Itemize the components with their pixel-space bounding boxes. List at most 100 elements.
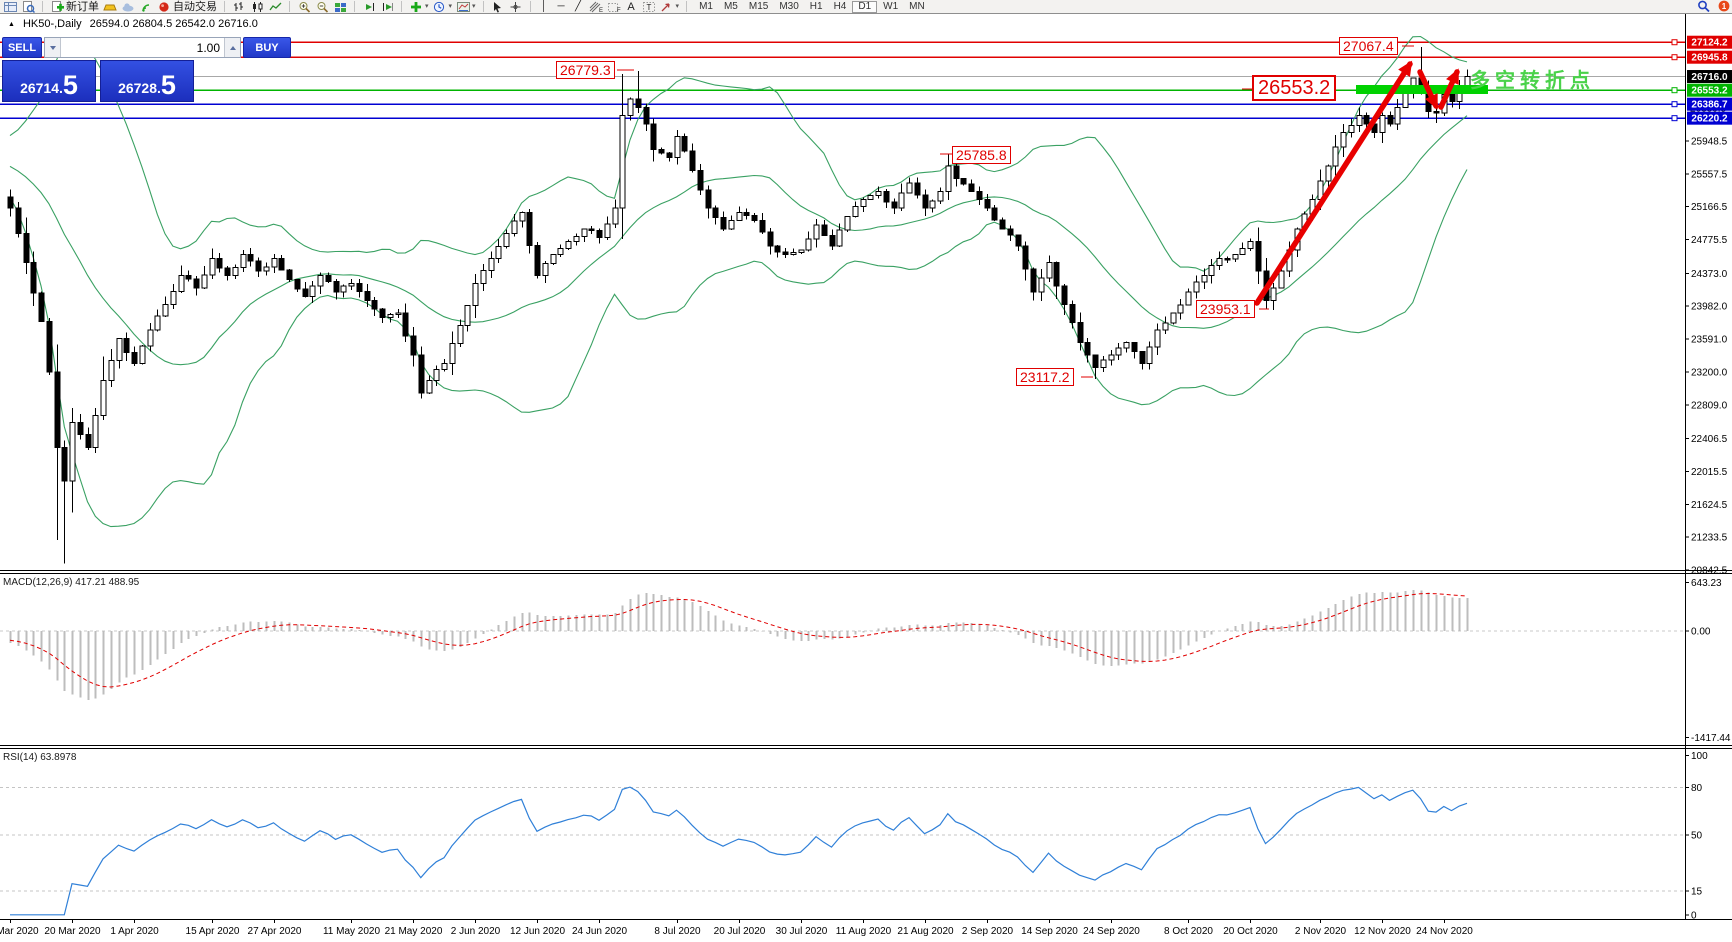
chart-title: ▲ HK50-,Daily 26594.0 26804.5 26542.0 26… [8, 18, 258, 30]
timeframe-button-M15[interactable]: M15 [748, 0, 769, 12]
chevron-down-icon: ▾ [472, 2, 476, 10]
date-axis[interactable] [0, 920, 1732, 942]
buy-price-panel[interactable]: 26728. 5 [100, 60, 194, 102]
svg-text:23982.0: 23982.0 [1691, 302, 1728, 313]
buy-price-main: 26728. [118, 80, 161, 96]
sell-button[interactable]: SELL [2, 37, 42, 58]
symbol-period-label: HK50-,Daily [22, 18, 82, 30]
auto-scroll-icon[interactable] [362, 1, 376, 13]
symbol-collapse-icon[interactable]: ▲ [8, 20, 15, 28]
timeframe-button-H4[interactable]: H4 [833, 0, 847, 12]
macd-label: MACD(12,26,9) 417.21 488.95 [3, 577, 140, 588]
timeframe-button-MN[interactable]: MN [909, 0, 925, 12]
volume-increase-button[interactable] [224, 38, 240, 57]
svg-text:8 Jul 2020: 8 Jul 2020 [654, 926, 701, 937]
svg-text:26945.8: 26945.8 [1691, 53, 1728, 64]
channel-icon[interactable]: F [607, 1, 621, 13]
arrows-tool-icon [660, 1, 674, 13]
svg-text:-1417.44: -1417.44 [1691, 733, 1731, 744]
volume-decrease-button[interactable] [45, 38, 61, 57]
toolbar-separator [354, 1, 355, 12]
panels-icon[interactable] [3, 1, 17, 13]
toolbar-separator [686, 1, 688, 12]
svg-text:26553.2: 26553.2 [1691, 86, 1728, 97]
one-click-trading-panel: SELL BUY 26714.5 26728.5 [2, 37, 291, 102]
price-axis[interactable] [1686, 14, 1732, 920]
timeframe-button-M1[interactable]: M1 [699, 0, 713, 12]
svg-text:20842.5: 20842.5 [1691, 566, 1728, 577]
chevron-down-icon: ▾ [425, 2, 429, 10]
svg-text:21624.5: 21624.5 [1691, 500, 1728, 511]
svg-text:20 Oct 2020: 20 Oct 2020 [1223, 926, 1278, 937]
svg-text:23200.0: 23200.0 [1691, 367, 1728, 378]
cursor-icon[interactable] [491, 1, 505, 13]
zoom-out-icon[interactable] [315, 1, 329, 13]
svg-text:26386.7: 26386.7 [1691, 100, 1728, 111]
svg-text:T: T [646, 3, 651, 12]
svg-text:1 Apr 2020: 1 Apr 2020 [110, 926, 159, 937]
toolbar-separator [42, 1, 43, 12]
crosshair-icon[interactable] [509, 1, 523, 13]
cloud-icon[interactable] [121, 1, 135, 13]
arrows-tool-button[interactable]: ▾ [660, 1, 679, 13]
signal-icon[interactable] [139, 1, 153, 13]
svg-text:21 May 2020: 21 May 2020 [385, 926, 443, 937]
indicators-button[interactable]: ▾ [409, 1, 429, 13]
rsi-pane[interactable] [0, 749, 1685, 919]
svg-text:22406.5: 22406.5 [1691, 434, 1728, 445]
svg-text:E: E [599, 8, 603, 13]
svg-text:27 Apr 2020: 27 Apr 2020 [248, 926, 302, 937]
chinese-annotation[interactable]: 多空转折点 [1470, 70, 1595, 92]
vertical-line-icon[interactable]: │ [540, 0, 548, 12]
volume-input[interactable] [61, 38, 224, 57]
svg-text:26220.2: 26220.2 [1691, 114, 1728, 125]
line-chart-icon[interactable] [268, 1, 282, 13]
trendline-icon[interactable]: ╱ [575, 0, 582, 12]
svg-text:0.00: 0.00 [1691, 627, 1711, 638]
text-label-icon[interactable]: T [642, 1, 656, 13]
gold-icon[interactable] [103, 1, 117, 13]
timeframe-button-H1[interactable]: H1 [809, 0, 823, 12]
timeframe-button-M5[interactable]: M5 [723, 0, 738, 12]
zoom-in-icon[interactable] [297, 1, 311, 13]
auto-trading-button[interactable]: 自动交易 [157, 1, 217, 13]
buy-price-pips: 5 [160, 70, 176, 100]
new-order-button[interactable]: 新订单 [50, 0, 99, 13]
timeframe-button-D1[interactable]: D1 [852, 0, 878, 13]
candlestick-chart-icon[interactable] [250, 1, 264, 13]
svg-text:24 Jun 2020: 24 Jun 2020 [572, 926, 627, 937]
chart-shift-icon[interactable] [380, 1, 394, 13]
bar-chart-icon[interactable] [232, 1, 246, 13]
svg-text:20 Jul 2020: 20 Jul 2020 [714, 926, 766, 937]
svg-text:11 Aug 2020: 11 Aug 2020 [836, 926, 892, 937]
text-icon[interactable]: A [627, 0, 635, 13]
svg-text:26716.0: 26716.0 [1691, 72, 1728, 83]
main-chart-pane[interactable] [0, 14, 1685, 570]
svg-text:22809.0: 22809.0 [1691, 400, 1728, 411]
timeframe-button-M30[interactable]: M30 [779, 0, 799, 12]
svg-text:2 Nov 2020: 2 Nov 2020 [1295, 926, 1347, 937]
new-order-icon [50, 0, 64, 13]
macd-pane[interactable] [0, 574, 1685, 744]
ohlc-values: 26594.0 26804.5 26542.0 26716.0 [89, 18, 258, 30]
market-watch-icon[interactable] [21, 0, 35, 13]
periods-button[interactable]: ▾ [433, 1, 452, 13]
sell-price-panel[interactable]: 26714. 5 [2, 60, 96, 102]
triangle-up-icon [229, 45, 236, 50]
svg-text:F: F [617, 8, 621, 13]
templates-button[interactable]: ▾ [456, 1, 476, 13]
notification-icon[interactable]: 1 [1717, 0, 1731, 13]
horizontal-line-icon[interactable]: ─ [557, 0, 565, 12]
fibonacci-icon[interactable]: E [589, 1, 603, 13]
svg-text:22015.5: 22015.5 [1691, 467, 1728, 478]
tile-windows-icon[interactable] [333, 1, 347, 13]
search-icon[interactable] [1697, 0, 1711, 13]
svg-text:15: 15 [1691, 886, 1703, 897]
svg-text:1: 1 [1722, 2, 1727, 11]
timeframe-button-W1[interactable]: W1 [883, 0, 899, 12]
auto-trading-label: 自动交易 [173, 0, 217, 13]
buy-button[interactable]: BUY [243, 37, 291, 58]
svg-text:24373.0: 24373.0 [1691, 269, 1728, 280]
toolbar-separator [401, 1, 402, 12]
